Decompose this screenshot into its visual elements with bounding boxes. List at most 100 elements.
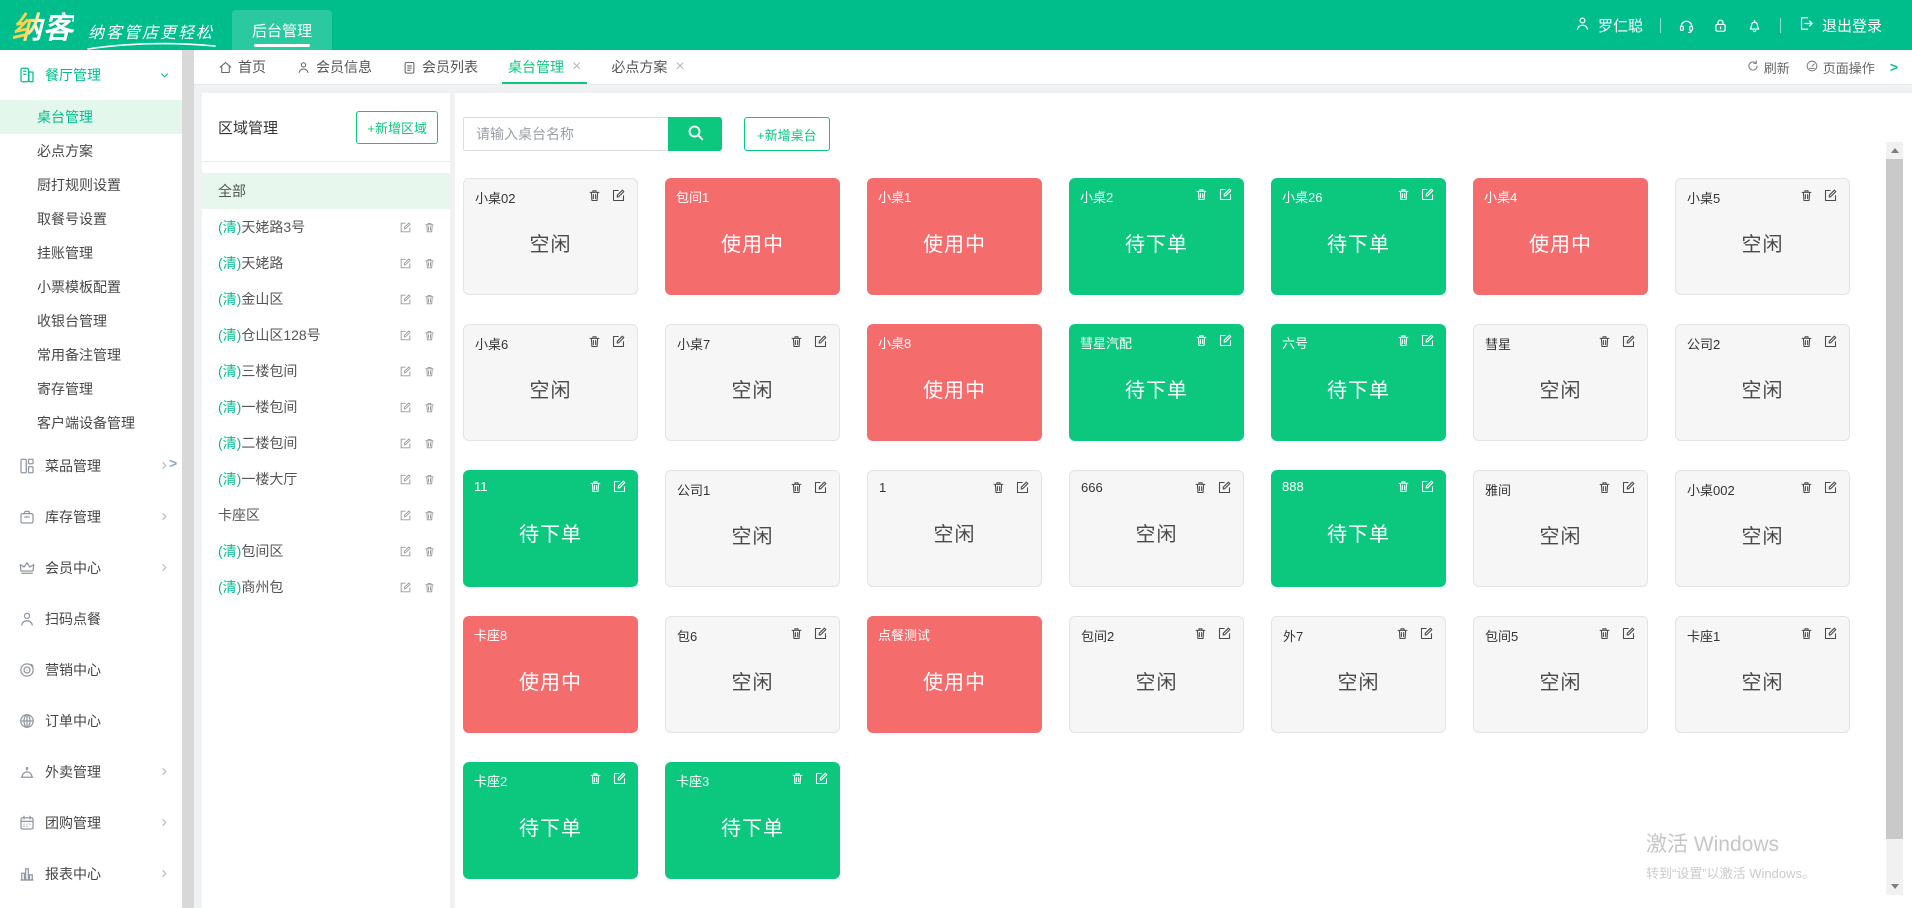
area-item[interactable]: (清)天姥路3号 (202, 209, 450, 245)
area-item[interactable]: (清)一楼包间 (202, 389, 450, 425)
table-card[interactable]: 11 待下单 (463, 470, 638, 587)
table-card[interactable]: 小桌8 使用中 (867, 324, 1042, 441)
add-region-button[interactable]: +新增区域 (356, 110, 438, 144)
add-table-button[interactable]: +新增桌台 (744, 117, 830, 151)
area-item[interactable]: (清)一楼大厅 (202, 461, 450, 497)
delete-table-icon[interactable] (1194, 333, 1209, 348)
table-card[interactable]: 小桌2 待下单 (1069, 178, 1244, 295)
search-input[interactable] (463, 117, 668, 151)
user-menu[interactable]: 罗仁聪 (1574, 15, 1643, 36)
edit-table-icon[interactable] (1823, 480, 1838, 495)
delete-area-icon[interactable] (423, 473, 436, 486)
area-clear-tag[interactable]: (清) (218, 327, 242, 343)
edit-table-icon[interactable] (1015, 480, 1030, 495)
edit-table-icon[interactable] (1420, 333, 1435, 348)
edit-area-icon[interactable] (399, 545, 412, 558)
sidebar-item-dishes[interactable]: 菜品管理 (0, 440, 182, 491)
tab-member-info[interactable]: 会员信息 (296, 50, 372, 84)
edit-table-icon[interactable] (612, 479, 627, 494)
table-card[interactable]: 彗星汽配 待下单 (1069, 324, 1244, 441)
delete-table-icon[interactable] (991, 480, 1006, 495)
edit-area-icon[interactable] (399, 365, 412, 378)
area-clear-tag[interactable]: (清) (218, 543, 242, 559)
delete-table-icon[interactable] (789, 626, 804, 641)
sidebar-subitem-pickup-number[interactable]: 取餐号设置 (37, 211, 107, 227)
area-clear-tag[interactable]: (清) (218, 579, 242, 595)
edit-table-icon[interactable] (813, 480, 828, 495)
support-headset-icon[interactable] (1678, 17, 1695, 34)
edit-table-icon[interactable] (1823, 626, 1838, 641)
edit-table-icon[interactable] (611, 188, 626, 203)
delete-table-icon[interactable] (1193, 626, 1208, 641)
sidebar-subitem-kitchen-print-rules[interactable]: 厨打规则设置 (37, 177, 121, 193)
edit-table-icon[interactable] (814, 771, 829, 786)
table-card[interactable]: 小桌002 空闲 (1675, 470, 1850, 587)
delete-table-icon[interactable] (1396, 333, 1411, 348)
sidebar-subitem-receipt-template[interactable]: 小票模板配置 (37, 279, 121, 295)
tab-member-list[interactable]: 会员列表 (402, 50, 478, 84)
sidebar-divider-strip[interactable] (182, 50, 194, 908)
delete-table-icon[interactable] (1194, 187, 1209, 202)
delete-table-icon[interactable] (588, 771, 603, 786)
edit-area-icon[interactable] (399, 401, 412, 414)
table-card[interactable]: 彗星 空闲 (1473, 324, 1648, 441)
edit-area-icon[interactable] (399, 221, 412, 234)
edit-area-icon[interactable] (399, 257, 412, 270)
delete-table-icon[interactable] (789, 334, 804, 349)
notifications-bell-icon[interactable] (1746, 17, 1763, 34)
scroll-down-icon[interactable] (1886, 878, 1903, 895)
search-button[interactable] (668, 117, 722, 151)
area-clear-tag[interactable]: (清) (218, 399, 242, 415)
delete-area-icon[interactable] (423, 401, 436, 414)
table-card[interactable]: 小桌6 空闲 (463, 324, 638, 441)
edit-table-icon[interactable] (1420, 479, 1435, 494)
sidebar-subitem-client-devices[interactable]: 客户端设备管理 (37, 415, 135, 431)
close-icon[interactable]: × (675, 58, 685, 75)
sidebar-subitem-required-plan[interactable]: 必点方案 (37, 143, 93, 159)
edit-table-icon[interactable] (1823, 334, 1838, 349)
tab-required-plan[interactable]: 必点方案 × (611, 50, 684, 84)
delete-table-icon[interactable] (1597, 334, 1612, 349)
area-clear-tag[interactable]: (清) (218, 435, 242, 451)
area-clear-tag[interactable]: (清) (218, 219, 242, 235)
area-clear-tag[interactable]: (清) (218, 291, 242, 307)
sidebar-subitem-table-management[interactable]: 桌台管理 (0, 100, 182, 134)
edit-area-icon[interactable] (399, 473, 412, 486)
delete-table-icon[interactable] (1799, 334, 1814, 349)
sidebar-item-member-center[interactable]: 会员中心 (0, 542, 182, 593)
area-item[interactable]: (清)二楼包间 (202, 425, 450, 461)
table-card[interactable]: 888 待下单 (1271, 470, 1446, 587)
delete-table-icon[interactable] (790, 771, 805, 786)
delete-area-icon[interactable] (423, 257, 436, 270)
sidebar-item-order-center[interactable]: 订单中心 (0, 695, 182, 746)
area-item[interactable]: (清)仓山区128号 (202, 317, 450, 353)
edit-table-icon[interactable] (813, 334, 828, 349)
page-ops-button[interactable]: 页面操作 (1805, 58, 1875, 77)
table-card[interactable]: 包间1 使用中 (665, 178, 840, 295)
table-card[interactable]: 包间2 空闲 (1069, 616, 1244, 733)
delete-area-icon[interactable] (423, 581, 436, 594)
table-card[interactable]: 公司2 空闲 (1675, 324, 1850, 441)
sidebar-item-group-buy[interactable]: 团购管理 (0, 797, 182, 848)
sidebar-item-restaurant[interactable]: 餐厅管理 (0, 50, 182, 100)
edit-table-icon[interactable] (1621, 334, 1636, 349)
tab-home[interactable]: 首页 (218, 50, 266, 84)
delete-area-icon[interactable] (423, 221, 436, 234)
area-clear-tag[interactable]: (清) (218, 471, 242, 487)
table-card[interactable]: 卡座3 待下单 (665, 762, 840, 879)
area-item[interactable]: (清)金山区 (202, 281, 450, 317)
backend-management-tab[interactable]: 后台管理 (232, 10, 332, 50)
delete-area-icon[interactable] (423, 365, 436, 378)
sidebar-subitem-credit-account[interactable]: 挂账管理 (37, 245, 93, 261)
delete-table-icon[interactable] (1799, 626, 1814, 641)
edit-area-icon[interactable] (399, 437, 412, 450)
edit-table-icon[interactable] (1218, 187, 1233, 202)
delete-table-icon[interactable] (587, 334, 602, 349)
edit-table-icon[interactable] (1621, 626, 1636, 641)
sidebar-subitem-storage[interactable]: 寄存管理 (37, 381, 93, 397)
table-card[interactable]: 小桌02 空闲 (463, 178, 638, 295)
table-card[interactable]: 包6 空闲 (665, 616, 840, 733)
area-clear-tag[interactable]: (清) (218, 255, 242, 271)
sidebar-item-scan-order[interactable]: 扫码点餐 (0, 593, 182, 644)
chevron-right-icon[interactable]: > (1889, 59, 1898, 75)
